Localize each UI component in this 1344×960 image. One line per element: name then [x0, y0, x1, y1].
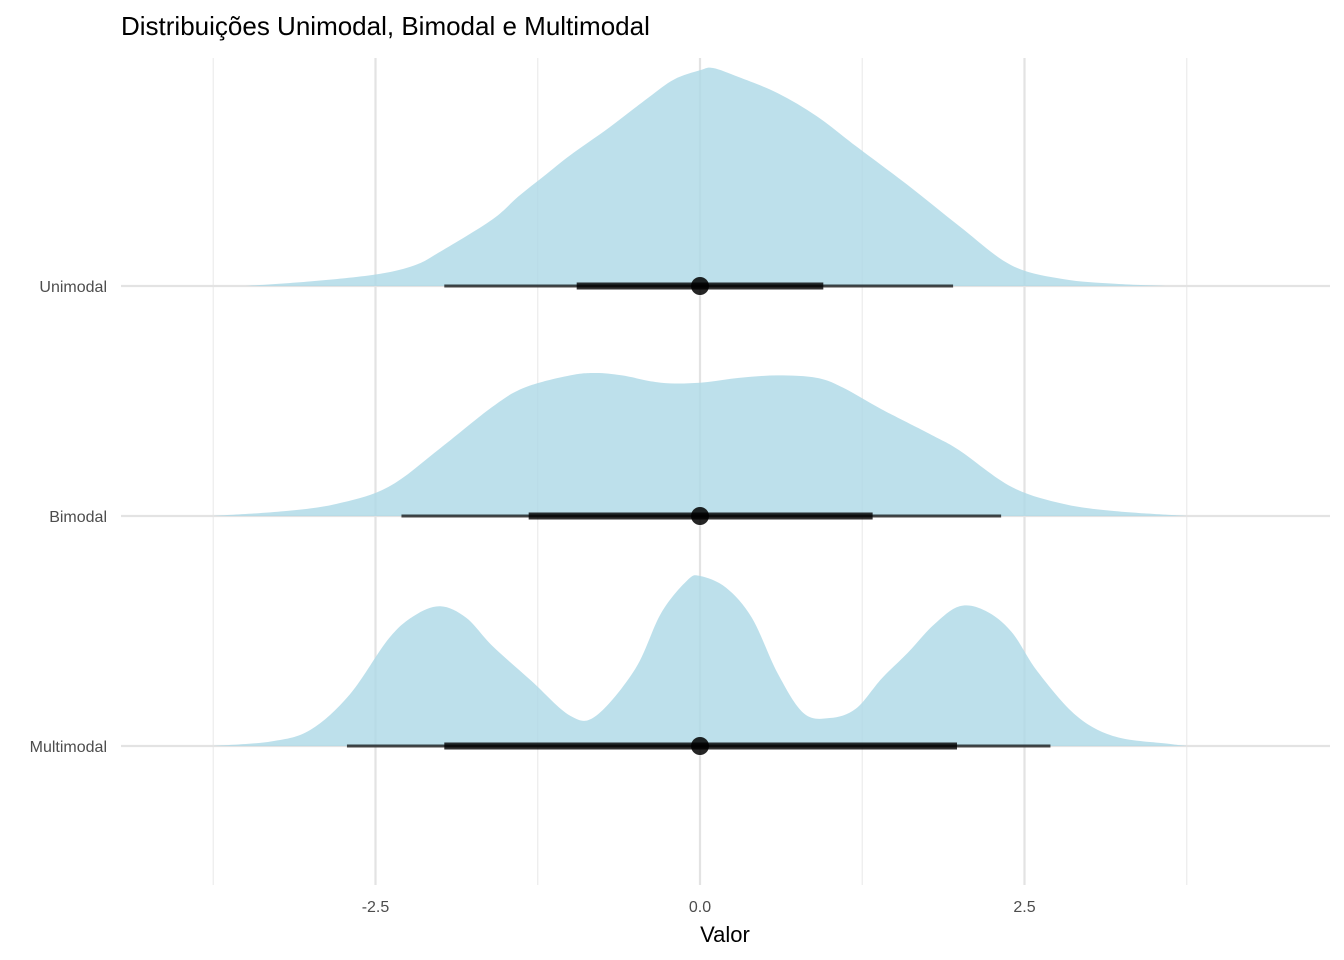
x-tick-label: 2.5 [1013, 899, 1035, 916]
x-tick-label: 0.0 [689, 899, 711, 916]
y-tick-label: Unimodal [39, 279, 107, 296]
chart-title: Distribuições Unimodal, Bimodal e Multim… [121, 11, 650, 41]
x-axis-label: Valor [700, 922, 750, 947]
median-point-multimodal [691, 737, 709, 755]
median-point-bimodal [691, 507, 709, 525]
density-multimodal [213, 575, 1187, 746]
x-tick-label: -2.5 [362, 899, 390, 916]
density-areas [213, 67, 1187, 746]
median-point-unimodal [691, 277, 709, 295]
density-bimodal [213, 373, 1187, 516]
y-tick-label: Multimodal [30, 739, 107, 756]
density-unimodal [245, 67, 1168, 286]
interval-marks [346, 277, 1051, 755]
y-tick-labels: Unimodal Bimodal Multimodal [30, 279, 107, 756]
y-tick-label: Bimodal [49, 509, 107, 526]
x-tick-labels: -2.5 0.0 2.5 [362, 899, 1036, 916]
